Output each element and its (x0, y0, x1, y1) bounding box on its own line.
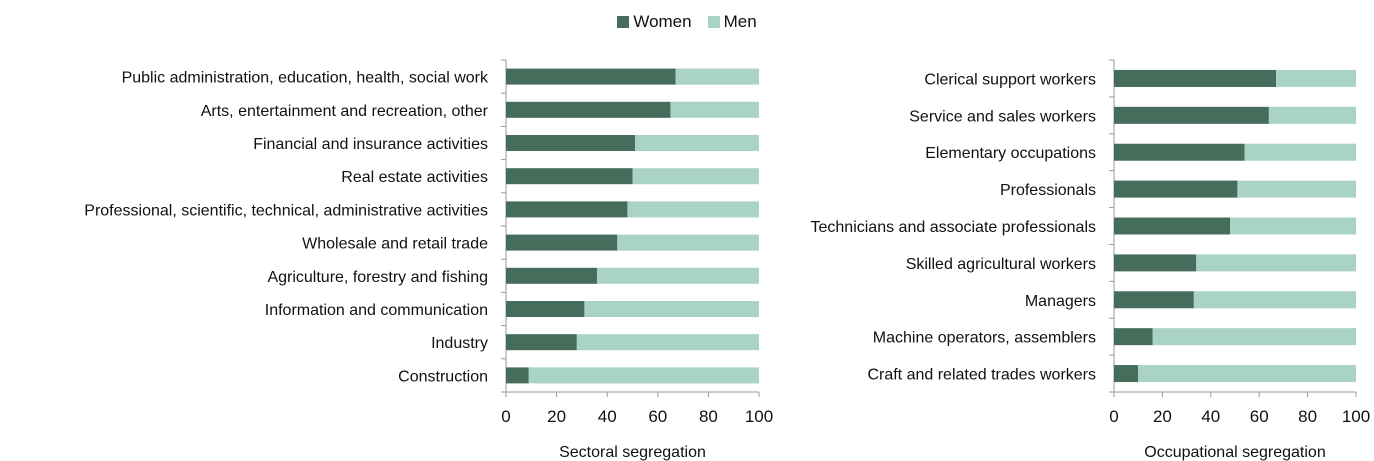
category-label: Professional, scientific, technical, adm… (84, 202, 488, 219)
bar-women (506, 168, 633, 185)
bar-men (670, 101, 759, 118)
category-label: Arts, entertainment and recreation, othe… (201, 103, 489, 120)
category-label: Machine operators, assemblers (873, 330, 1096, 347)
bar-women (506, 267, 598, 284)
bar-men (597, 267, 759, 284)
bar-women (506, 367, 529, 384)
x-tick-label: 60 (648, 407, 667, 426)
legend-item-men: Men (707, 12, 757, 32)
category-label: Professionals (1000, 182, 1096, 199)
bar-men (1196, 254, 1356, 272)
bar-men (1276, 69, 1356, 87)
x-axis-label: Sectoral segregation (559, 444, 706, 461)
bar-men (584, 301, 759, 317)
category-label: Agriculture, forestry and fishing (267, 269, 488, 286)
x-tick-label: 0 (1109, 407, 1118, 426)
category-label: Service and sales workers (909, 108, 1096, 125)
bar-men (675, 68, 759, 85)
category-label: Craft and related trades workers (867, 367, 1096, 384)
x-tick-label: 100 (1342, 407, 1370, 426)
legend: Women Men (0, 12, 1374, 32)
bar-men (1268, 106, 1356, 124)
category-label: Managers (1025, 293, 1096, 310)
bar-men (576, 334, 759, 351)
bar-men (1237, 180, 1356, 198)
bar-men (1138, 365, 1356, 383)
bar-men (1230, 217, 1356, 235)
category-label: Construction (398, 368, 488, 385)
bar-women (506, 135, 636, 151)
category-label: Public administration, education, health… (122, 70, 489, 87)
bar-women (506, 101, 671, 118)
x-tick-label: 20 (547, 407, 566, 426)
legend-swatch-men (707, 16, 720, 28)
bar-men (627, 201, 759, 218)
bar-men (617, 234, 759, 251)
legend-swatch-women (617, 16, 630, 28)
x-tick-label: 100 (745, 407, 773, 426)
bar-women (1114, 106, 1269, 124)
x-tick-label: 40 (598, 407, 617, 426)
bar-women (506, 201, 628, 218)
category-label: Clerical support workers (924, 71, 1096, 88)
category-label: Elementary occupations (925, 145, 1096, 162)
bar-men (635, 135, 759, 151)
bar-women (1114, 365, 1139, 383)
x-axis-label: Occupational segregation (1144, 444, 1325, 461)
bar-men (1244, 143, 1356, 161)
bar-men (632, 168, 759, 185)
bar-women (1114, 328, 1153, 346)
bar-women (506, 334, 577, 351)
category-label: Information and communication (265, 302, 488, 319)
bar-men (528, 367, 759, 384)
bar-men (1193, 291, 1356, 309)
category-label: Industry (431, 335, 488, 352)
bar-women (1114, 180, 1238, 198)
category-label: Financial and insurance activities (253, 136, 488, 153)
legend-label-men: Men (723, 12, 757, 31)
bar-women (1114, 254, 1197, 272)
bar-women (506, 68, 676, 85)
bar-men (1152, 328, 1356, 346)
x-tick-label: 60 (1250, 407, 1269, 426)
x-tick-label: 80 (1298, 407, 1317, 426)
legend-label-women: Women (633, 12, 692, 31)
bar-women (506, 301, 585, 317)
bar-women (506, 234, 618, 251)
category-label: Skilled agricultural workers (906, 256, 1096, 273)
bar-women (1114, 217, 1231, 235)
x-tick-label: 20 (1153, 407, 1172, 426)
bar-women (1114, 143, 1245, 161)
x-tick-label: 0 (501, 407, 510, 426)
legend-item-women: Women (617, 12, 692, 32)
category-label: Technicians and associate professionals (811, 219, 1097, 236)
category-label: Wholesale and retail trade (302, 236, 488, 253)
bar-women (1114, 291, 1194, 309)
x-tick-label: 40 (1201, 407, 1220, 426)
category-label: Real estate activities (341, 169, 488, 186)
bar-women (1114, 69, 1277, 87)
x-tick-label: 80 (699, 407, 718, 426)
